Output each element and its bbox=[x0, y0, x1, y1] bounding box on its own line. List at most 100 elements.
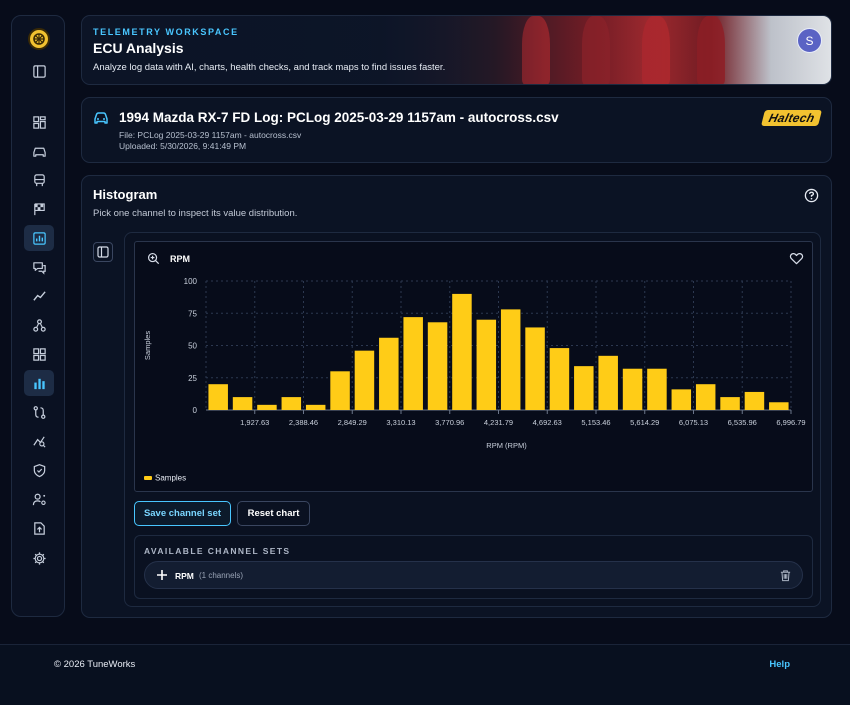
sidebar-item-nodes[interactable] bbox=[24, 312, 54, 338]
page-subtitle: Analyze log data with AI, charts, health… bbox=[93, 62, 446, 73]
dashboard-icon bbox=[32, 115, 46, 129]
x-tick-label: 6,075.13 bbox=[679, 418, 708, 427]
histogram-bar bbox=[476, 319, 497, 410]
x-tick-label: 4,231.79 bbox=[484, 418, 513, 427]
copyright-text: © 2026 TuneWorks bbox=[54, 659, 136, 670]
sidebar-item-bar-chart[interactable] bbox=[24, 370, 54, 396]
x-tick-label: 6,996.79 bbox=[776, 418, 805, 427]
workspace-banner: TELEMETRY WORKSPACE ECU Analysis Analyze… bbox=[81, 15, 832, 85]
bar-chart-icon bbox=[33, 378, 45, 389]
sidebar-item-upload[interactable] bbox=[24, 515, 54, 541]
histogram-bar bbox=[452, 293, 472, 410]
y-tick-label: 100 bbox=[184, 277, 198, 286]
chart-panel: RPM 0 25 50 75 100 1,927.63 2,388.46 2,849.29 3,… bbox=[124, 232, 821, 607]
log-info-card: 1994 Mazda RX-7 FD Log: PCLog 2025-03-29… bbox=[81, 97, 832, 163]
chart-channel-name: RPM bbox=[170, 254, 190, 264]
histogram-bar bbox=[257, 404, 277, 410]
grid-icon bbox=[32, 347, 46, 361]
x-tick-label: 2,388.46 bbox=[289, 418, 318, 427]
histogram-plot: 0 25 50 75 100 1,927.63 2,388.46 2,849.29 3,310.… bbox=[143, 277, 806, 483]
route-icon bbox=[33, 405, 45, 419]
y-axis-label: Samples bbox=[143, 331, 152, 360]
histogram-bar bbox=[647, 368, 667, 410]
sidebar-item-settings[interactable] bbox=[24, 545, 54, 571]
page-title: ECU Analysis bbox=[93, 40, 184, 56]
x-tick-label: 1,927.63 bbox=[240, 418, 269, 427]
channel-set-count: (1 channels) bbox=[199, 571, 244, 580]
sidebar-item-checkered-flag[interactable] bbox=[24, 196, 54, 222]
histogram-bar bbox=[403, 317, 423, 410]
banner-overlay bbox=[82, 16, 831, 84]
trash-icon[interactable] bbox=[779, 569, 792, 582]
histogram-card: Histogram Pick one channel to inspect it… bbox=[81, 175, 832, 618]
collapse-sidebar-icon bbox=[32, 64, 46, 78]
log-title: 1994 Mazda RX-7 FD Log: PCLog 2025-03-29… bbox=[119, 110, 559, 125]
histogram-bar bbox=[427, 322, 448, 410]
log-file-name: File: PCLog 2025-03-29 1157am - autocros… bbox=[119, 130, 302, 140]
upload-icon bbox=[33, 521, 45, 535]
settings-icon bbox=[32, 551, 46, 565]
haltech-logo: Haltech bbox=[760, 110, 822, 126]
histogram-bar bbox=[720, 397, 740, 410]
save-channel-set-button[interactable]: Save channel set bbox=[134, 501, 231, 526]
histogram-title: Histogram bbox=[93, 187, 158, 202]
log-upload-time: Uploaded: 5/30/2026, 9:41:49 PM bbox=[119, 141, 247, 151]
help-link[interactable]: Help bbox=[769, 659, 790, 670]
chart-panel-icon bbox=[32, 231, 46, 245]
zoom-in-icon[interactable] bbox=[147, 252, 160, 265]
sidebar bbox=[11, 15, 65, 617]
app-logo-icon[interactable] bbox=[28, 28, 50, 50]
histogram-chart: RPM 0 25 50 75 100 1,927.63 2,388.46 2,849.29 3,… bbox=[134, 241, 813, 492]
checkered-flag-icon bbox=[33, 202, 45, 215]
channel-set-name: RPM bbox=[175, 571, 194, 581]
histogram-bar bbox=[525, 327, 545, 410]
histogram-bar bbox=[305, 404, 326, 410]
histogram-bar bbox=[744, 391, 765, 410]
sidebar-item-grid[interactable] bbox=[24, 341, 54, 367]
x-axis-label: RPM (RPM) bbox=[486, 441, 527, 450]
sidebar-item-shield[interactable] bbox=[24, 457, 54, 483]
sidebar-item-car[interactable] bbox=[24, 138, 54, 164]
x-tick-label: 5,153.46 bbox=[581, 418, 610, 427]
vehicle-front-icon bbox=[33, 173, 45, 186]
histogram-bar bbox=[622, 368, 643, 410]
channel-set-item[interactable]: RPM (1 channels) bbox=[144, 561, 803, 589]
channel-panel-toggle-button[interactable] bbox=[93, 242, 113, 262]
sidebar-item-trend-line[interactable] bbox=[24, 283, 54, 309]
histogram-bar bbox=[379, 337, 399, 410]
avatar[interactable]: S bbox=[797, 28, 822, 53]
x-tick-label: 3,310.13 bbox=[386, 418, 415, 427]
help-icon[interactable] bbox=[804, 188, 819, 203]
sidebar-item-chat[interactable] bbox=[24, 254, 54, 280]
car-icon bbox=[94, 112, 108, 124]
sidebar-item-vehicle-front[interactable] bbox=[24, 167, 54, 193]
histogram-bar bbox=[598, 355, 618, 410]
histogram-bar bbox=[695, 384, 716, 410]
trend-line-icon bbox=[32, 290, 46, 301]
available-channel-sets: AVAILABLE CHANNEL SETS RPM (1 channels) bbox=[134, 535, 813, 599]
user-settings-icon bbox=[32, 493, 46, 505]
x-tick-label: 6,535.96 bbox=[728, 418, 757, 427]
sidebar-item-chart-panel[interactable] bbox=[24, 225, 54, 251]
histogram-bar bbox=[671, 389, 692, 410]
histogram-bar bbox=[769, 402, 789, 410]
sidebar-item-route[interactable] bbox=[24, 399, 54, 425]
sidebar-item-dashboard[interactable] bbox=[24, 109, 54, 135]
x-tick-label: 4,692.63 bbox=[533, 418, 562, 427]
histogram-bar bbox=[330, 371, 350, 410]
reset-chart-button[interactable]: Reset chart bbox=[237, 501, 310, 526]
car-icon bbox=[32, 147, 46, 157]
histogram-bar bbox=[281, 397, 302, 410]
y-tick-label: 0 bbox=[193, 406, 198, 415]
favorite-heart-icon[interactable] bbox=[789, 251, 804, 266]
x-tick-label: 3,770.96 bbox=[435, 418, 464, 427]
y-tick-label: 25 bbox=[188, 374, 197, 383]
analytics-search-icon bbox=[32, 435, 46, 448]
plus-icon[interactable] bbox=[155, 568, 169, 582]
channel-sets-label: AVAILABLE CHANNEL SETS bbox=[144, 546, 291, 556]
sidebar-item-user-settings[interactable] bbox=[24, 486, 54, 512]
nodes-icon bbox=[32, 318, 46, 332]
panel-left-icon bbox=[97, 246, 109, 258]
sidebar-item-collapse-sidebar[interactable] bbox=[24, 58, 54, 84]
sidebar-item-analytics-search[interactable] bbox=[24, 428, 54, 454]
